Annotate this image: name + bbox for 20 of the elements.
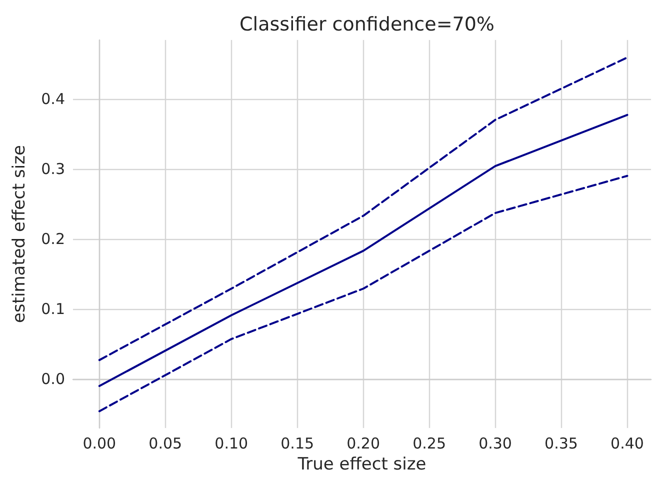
y-tick-label: 0.2: [41, 230, 65, 248]
line-series: [98, 56, 628, 362]
x-axis-title: True effect size: [296, 454, 426, 474]
x-tick-label: 0.15: [280, 434, 314, 452]
x-tick-label: 0.35: [544, 434, 578, 452]
x-tick-label: 0.40: [610, 434, 644, 452]
y-tick-label: 0.4: [41, 90, 65, 108]
y-tick-label: 0.3: [41, 160, 65, 178]
line-series: [98, 114, 628, 387]
x-tick-label: 0.00: [82, 434, 116, 452]
y-axis-title: estimated effect size: [10, 144, 30, 324]
x-tick-label: 0.25: [412, 434, 446, 452]
x-tick-label: 0.20: [346, 434, 380, 452]
y-tick-label: 0.0: [41, 370, 65, 388]
y-tick-label: 0.1: [41, 300, 65, 318]
line-series: [98, 174, 628, 412]
x-tick-label: 0.10: [214, 434, 248, 452]
x-tick-label: 0.05: [148, 434, 182, 452]
chart-title: Classifier confidence=70%: [240, 14, 494, 36]
x-tick-label: 0.30: [478, 434, 512, 452]
